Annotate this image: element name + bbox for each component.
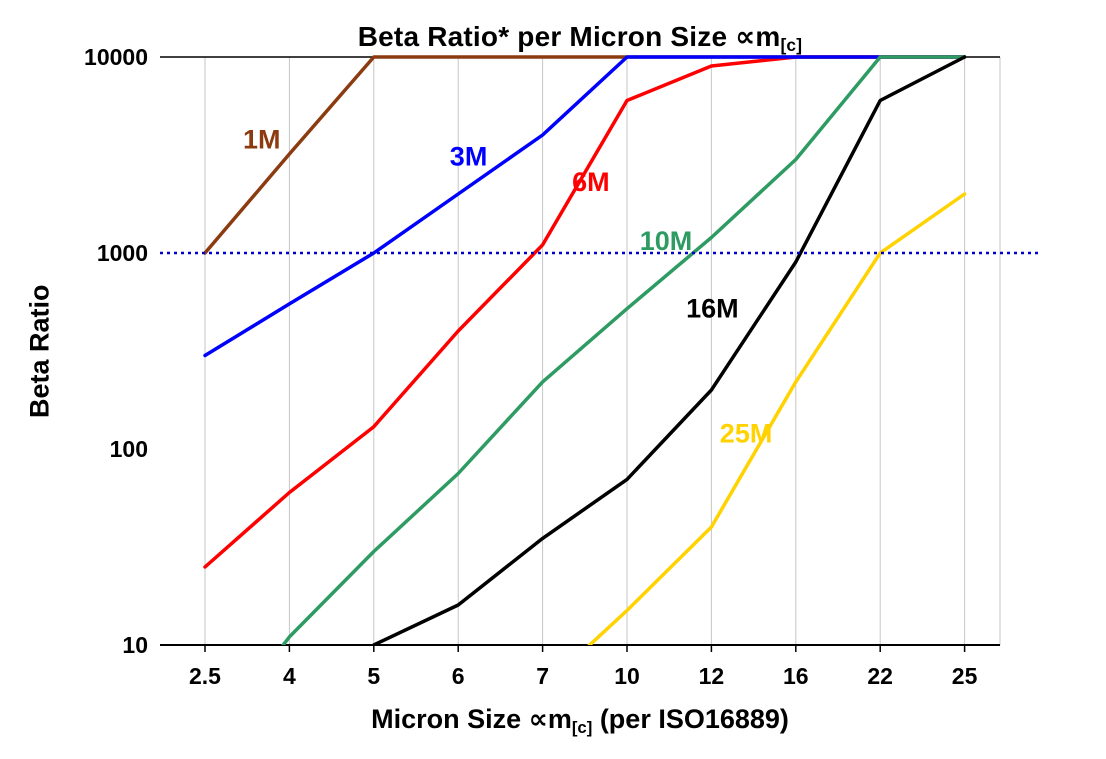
series-line-3M	[203, 55, 967, 358]
x-tick-label: 2.5	[189, 663, 221, 689]
chart-title-subscript: [c]	[780, 35, 803, 56]
y-tick-label: 10000	[84, 44, 148, 70]
x-tick-label: 12	[699, 663, 725, 689]
x-tick-label: 7	[536, 663, 549, 689]
x-axis-title-text: Micron Size ∝m	[371, 704, 572, 734]
series-label-25M: 25M	[720, 419, 773, 449]
series-label-6M: 6M	[572, 167, 610, 197]
x-tick-label: 22	[867, 663, 893, 689]
x-tick-label: 6	[452, 663, 465, 689]
x-axis-title-suffix: (per ISO16889)	[592, 704, 789, 734]
series-label-1M: 1M	[243, 124, 281, 154]
x-axis-title-subscript: [c]	[571, 718, 593, 738]
series-label-3M: 3M	[450, 142, 488, 172]
series-label-10M: 10M	[640, 226, 693, 256]
x-axis-title: Micron Size ∝m[c] (per ISO16889)	[160, 704, 1000, 738]
series-line-6M	[203, 55, 967, 569]
chart-title: Beta Ratio* per Micron Size ∝m[c]	[160, 20, 1000, 56]
x-tick-label: 10	[614, 663, 640, 689]
x-tick-label: 25	[952, 663, 978, 689]
x-tick-label: 4	[283, 663, 296, 689]
y-tick-label: 100	[110, 436, 148, 462]
series-line-10M	[281, 55, 967, 645]
series-line-25M	[587, 192, 967, 645]
y-tick-label: 10	[122, 632, 148, 658]
series-line-16M	[372, 55, 967, 645]
series-label-16M: 16M	[686, 294, 739, 324]
x-tick-label: 5	[367, 663, 380, 689]
chart-title-text: Beta Ratio* per Micron Size ∝m	[357, 21, 781, 52]
x-tick-label: 16	[783, 663, 809, 689]
y-tick-label: 1000	[97, 240, 148, 266]
